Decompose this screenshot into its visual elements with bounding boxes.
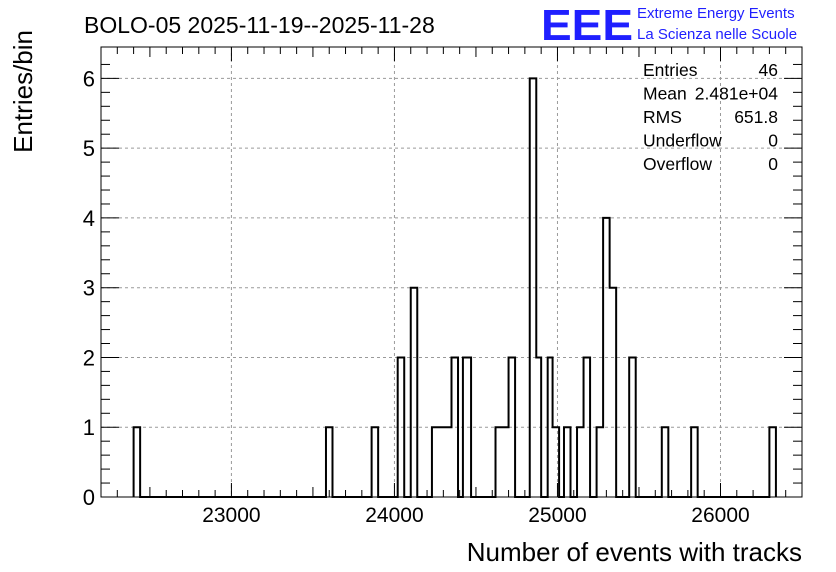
x-tick-label: 24000 [365, 504, 423, 527]
x-tick-label: 25000 [528, 504, 586, 527]
y-tick-label: 5 [83, 136, 95, 161]
histogram-bin [548, 357, 553, 497]
logo-mark: EEE [541, 1, 633, 50]
histogram-bin [509, 357, 516, 497]
histogram-bin [445, 427, 452, 497]
histogram-bin [603, 218, 610, 497]
histogram-bin [691, 427, 698, 497]
stats-value-overflow: 0 [768, 154, 778, 174]
histogram-bin [553, 427, 560, 497]
stats-value-rms: 651.8 [734, 107, 778, 127]
stats-label-mean: Mean [643, 84, 687, 104]
stats-label-entries: Entries [643, 60, 698, 80]
x-axis-ticks: 23000 24000 25000 26000 [116, 47, 803, 527]
histogram-bin [411, 288, 418, 497]
y-axis-ticks: 0 1 2 3 4 5 6 [83, 63, 802, 510]
histogram-bin [432, 427, 439, 497]
histogram-bin [502, 427, 509, 497]
histogram-bin [398, 357, 405, 497]
y-tick-label: 2 [83, 345, 95, 370]
histogram-bin [452, 357, 459, 497]
eee-logo: EEE Extreme Energy Events La Scienza nel… [541, 1, 797, 50]
histogram-bin [564, 427, 571, 497]
histogram-bin [530, 78, 537, 497]
stats-label-overflow: Overflow [643, 154, 712, 174]
y-tick-label: 4 [83, 206, 95, 231]
stats-value-underflow: 0 [768, 131, 778, 151]
histogram-bin [463, 357, 471, 497]
histogram-bin [662, 427, 669, 497]
chart-title: BOLO-05 2025-11-19--2025-11-28 [84, 12, 435, 38]
stats-label-rms: RMS [643, 107, 682, 127]
stats-box: Entries 46 Mean 2.481e+04 RMS 651.8 Underflow 0… [643, 60, 778, 174]
y-tick-label: 0 [83, 485, 95, 510]
logo-line-1: Extreme Energy Events [637, 5, 795, 22]
histogram-bin [769, 427, 776, 497]
histogram-bin [629, 357, 636, 497]
stats-value-entries: 46 [759, 60, 778, 80]
stats-label-underflow: Underflow [643, 131, 722, 151]
histogram-bin [584, 357, 591, 497]
histogram-bin [597, 427, 604, 497]
stats-value-mean: 2.481e+04 [695, 84, 778, 104]
histogram-bin [326, 427, 333, 497]
histogram-bin [610, 288, 617, 497]
histogram-outline [132, 77, 777, 498]
histogram-bin [536, 357, 541, 497]
y-tick-label: 6 [83, 66, 95, 91]
plot-area: 23000 24000 25000 26000 0 1 2 3 4 5 6 [83, 46, 803, 527]
plot-frame [100, 46, 803, 498]
y-tick-label: 1 [83, 415, 95, 440]
histogram-bin [577, 427, 584, 497]
logo-line-2: La Scienza nelle Scuole [637, 26, 797, 43]
x-tick-label: 23000 [202, 504, 260, 527]
y-axis-label: Entries/bin [8, 30, 38, 153]
histogram-bin [438, 427, 445, 497]
y-tick-label: 3 [83, 276, 95, 301]
x-axis-label: Number of events with tracks [467, 537, 802, 567]
histogram-bin [134, 427, 141, 497]
histogram-bin [372, 427, 379, 497]
x-tick-label: 26000 [691, 504, 749, 527]
histogram-bin [496, 427, 503, 497]
